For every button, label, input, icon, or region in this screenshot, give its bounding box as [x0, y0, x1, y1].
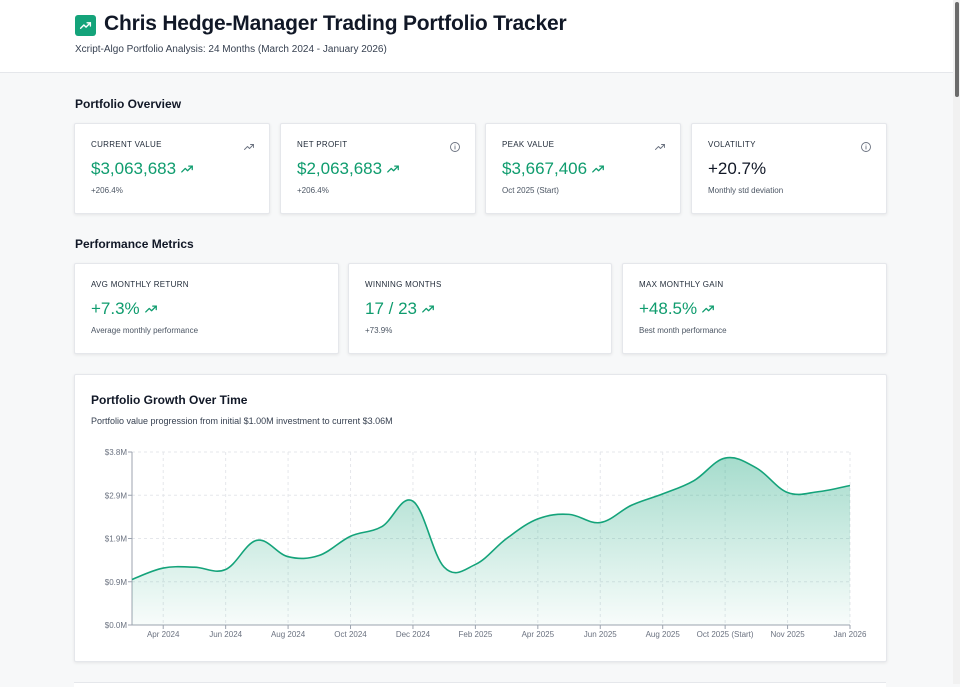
growth-chart-card: Portfolio Growth Over Time Portfolio val…	[74, 374, 887, 662]
scrollbar[interactable]	[953, 0, 960, 684]
page-subtitle: Xcript-Algo Portfolio Analysis: 24 Month…	[75, 44, 387, 55]
metric-card-current-value: CURRENT VALUE $3,063,683 +206.4%	[74, 123, 270, 214]
metric-sub: Monthly std deviation	[708, 186, 784, 195]
metric-sub: +206.4%	[297, 186, 329, 195]
metric-value-text: 17 / 23	[365, 299, 417, 318]
chart-description: Portfolio value progression from initial…	[91, 416, 393, 426]
metric-label: PEAK VALUE	[502, 140, 555, 149]
metric-value: $3,667,406	[502, 159, 605, 179]
portfolio-growth-chart: $0.0M $0.9M $1.9M $2.9M $3.8M Apr 2024 Jun 202…	[105, 448, 867, 639]
metric-label: MAX MONTHLY GAIN	[639, 280, 724, 289]
metric-value-text: $3,063,683	[91, 159, 177, 178]
x-tick-label: Apr 2024	[147, 630, 180, 639]
y-tick-label: $0.9M	[105, 578, 128, 587]
x-tick-label: Aug 2024	[271, 630, 306, 639]
trending-up-icon	[654, 140, 666, 158]
chart-title: Portfolio Growth Over Time	[91, 393, 248, 407]
metric-card-net-profit: NET PROFIT $2,063,683 +206.4%	[280, 123, 476, 214]
info-icon[interactable]	[860, 140, 872, 158]
page-title: Chris Hedge-Manager Trading Portfolio Tr…	[104, 12, 567, 35]
next-card-edge	[74, 682, 886, 687]
metric-sub: +206.4%	[91, 186, 123, 195]
metric-label: CURRENT VALUE	[91, 140, 162, 149]
x-tick-label: Jan 2026	[834, 630, 867, 639]
metric-label: VOLATILITY	[708, 140, 756, 149]
metric-sub: Best month performance	[639, 326, 727, 335]
series-area	[132, 457, 850, 625]
x-tick-label: Aug 2025	[646, 630, 681, 639]
trending-up-icon	[422, 305, 434, 313]
x-tick-label: Feb 2025	[458, 630, 492, 639]
y-tick-label: $0.0M	[105, 621, 128, 630]
metric-label: WINNING MONTHS	[365, 280, 442, 289]
y-tick-label: $1.9M	[105, 535, 128, 544]
metric-card-volatility: VOLATILITY +20.7% Monthly std deviation	[691, 123, 887, 214]
trending-up-icon	[75, 15, 96, 36]
series-line	[131, 456, 851, 581]
metric-value-text: +7.3%	[91, 299, 140, 318]
metric-value: +7.3%	[91, 299, 158, 319]
metric-value-text: +20.7%	[708, 159, 767, 178]
trending-up-icon	[387, 165, 399, 173]
page-header: Chris Hedge-Manager Trading Portfolio Tr…	[0, 0, 953, 73]
metric-value-text: +48.5%	[639, 299, 698, 318]
trending-up-icon	[702, 305, 715, 313]
x-tick-label: Dec 2024	[396, 630, 431, 639]
x-tick-label: Jun 2025	[584, 630, 617, 639]
metric-sub: +73.9%	[365, 326, 393, 335]
metric-value: 17 / 23	[365, 299, 435, 319]
metric-value-text: $3,667,406	[502, 159, 588, 178]
metric-value-text: $2,063,683	[297, 159, 383, 178]
x-tick-label: Oct 2025 (Start)	[697, 630, 754, 639]
trending-up-icon	[181, 165, 193, 173]
metric-value: $2,063,683	[297, 159, 400, 179]
metric-label: AVG MONTHLY RETURN	[91, 280, 189, 289]
trending-up-icon	[144, 305, 157, 313]
section-title-performance: Performance Metrics	[75, 237, 194, 251]
metric-label: NET PROFIT	[297, 140, 348, 149]
x-tick-label: Apr 2025	[522, 630, 555, 639]
x-tick-label: Oct 2024	[334, 630, 367, 639]
scrollbar-thumb[interactable]	[955, 2, 959, 97]
x-tick-label: Nov 2025	[770, 630, 805, 639]
x-tick-label: Jun 2024	[209, 630, 242, 639]
metric-card-max-monthly-gain: MAX MONTHLY GAIN +48.5% Best month perfo…	[622, 263, 887, 354]
info-icon[interactable]	[449, 140, 461, 158]
section-title-overview: Portfolio Overview	[75, 97, 182, 111]
metric-sub: Average monthly performance	[91, 326, 199, 335]
metric-value: $3,063,683	[91, 159, 194, 179]
metric-value: +48.5%	[639, 299, 715, 319]
metric-card-avg-monthly-return: AVG MONTHLY RETURN +7.3% Average monthly…	[74, 263, 339, 354]
y-tick-label: $2.9M	[105, 491, 128, 500]
y-tick-label: $3.8M	[105, 448, 128, 457]
metric-card-peak-value: PEAK VALUE $3,667,406 Oct 2025 (Start)	[485, 123, 681, 214]
trending-up-icon	[243, 140, 255, 158]
metric-value: +20.7%	[708, 159, 766, 179]
trending-up-icon	[592, 165, 604, 173]
metric-card-winning-months: WINNING MONTHS 17 / 23 +73.9%	[348, 263, 612, 354]
metric-sub: Oct 2025 (Start)	[502, 186, 559, 195]
